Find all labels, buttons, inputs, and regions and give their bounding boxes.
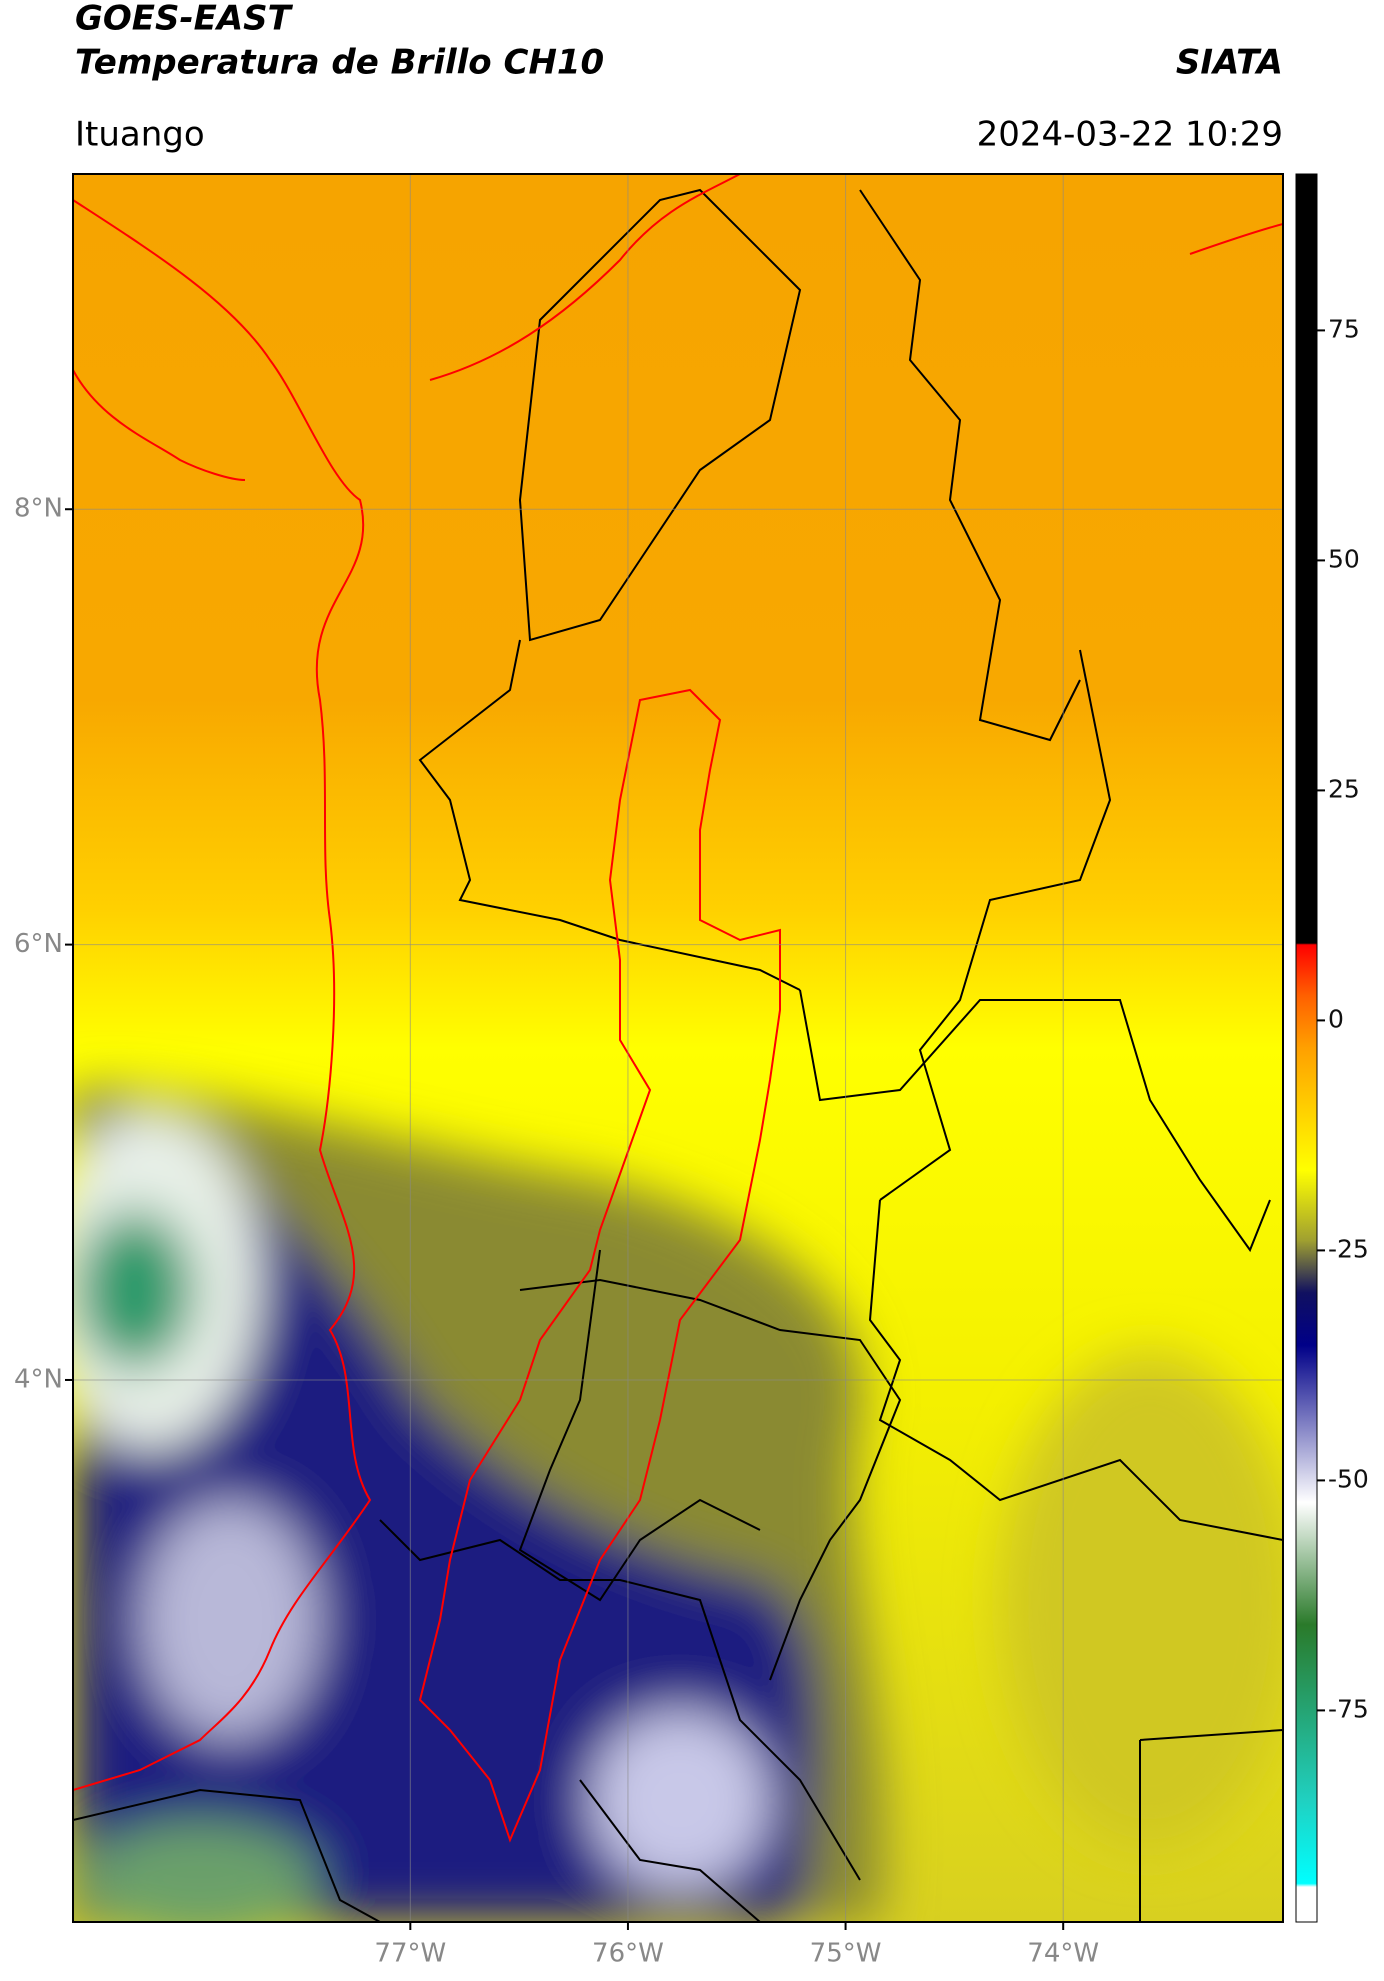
colorbar-label: -75	[1328, 1694, 1369, 1723]
grid	[73, 174, 1283, 1922]
datetime: 2024-03-22 10:29	[977, 115, 1283, 155]
colorbar-label: 25	[1328, 774, 1360, 803]
colorbar	[1295, 173, 1318, 1923]
colorbar-label: -25	[1328, 1234, 1369, 1263]
map-frame	[72, 173, 1284, 1923]
location: Ituango	[75, 115, 205, 155]
title: GOES-EAST	[75, 0, 294, 39]
lon-label: 77°W	[374, 1939, 446, 1969]
lat-label: 8°N	[14, 494, 63, 524]
colorbar-label: 50	[1328, 544, 1360, 573]
source: SIATA	[1176, 43, 1283, 83]
lat-label: 6°N	[14, 929, 63, 959]
lon-label: 75°W	[810, 1939, 882, 1969]
subtitle: Temperatura de Brillo CH10	[75, 43, 604, 83]
lat-label: 4°N	[14, 1364, 63, 1394]
colorbar-label: 75	[1328, 314, 1360, 343]
colorbar-label: 0	[1328, 1004, 1344, 1033]
imagery	[73, 174, 1283, 1922]
lon-label: 74°W	[1027, 1939, 1099, 1969]
lon-label: 76°W	[592, 1939, 664, 1969]
colorbar-label: -50	[1328, 1464, 1369, 1493]
